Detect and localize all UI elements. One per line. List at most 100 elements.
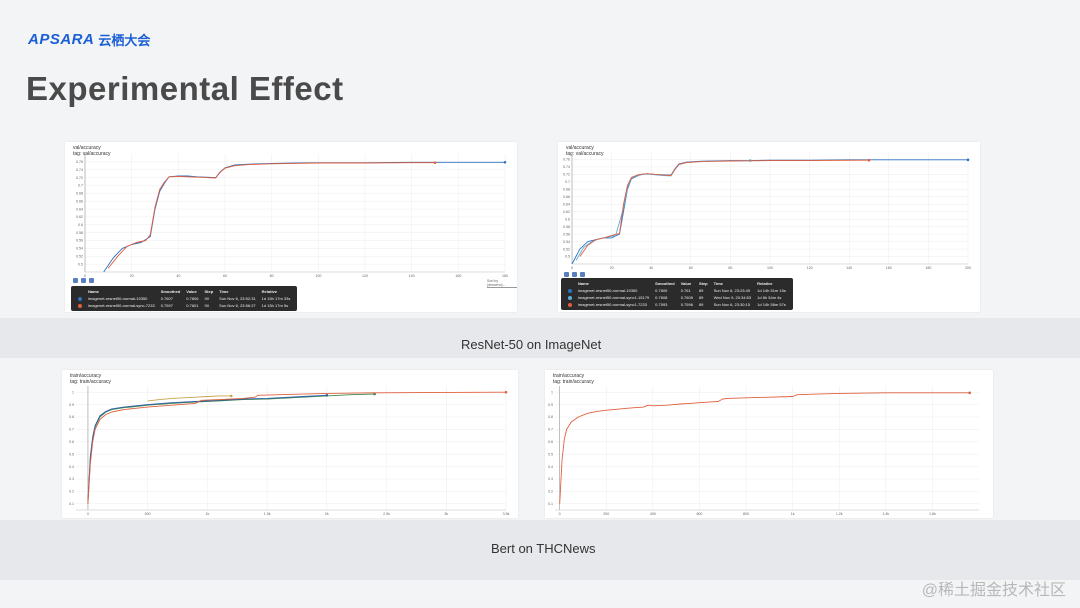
x-tick-label: 20: [610, 266, 614, 270]
watermark: @稀土掘金技术社区: [921, 582, 1066, 599]
x-tick-label: 1k: [791, 512, 795, 516]
series-end-marker: [373, 392, 376, 396]
y-tick-label: 0.6: [69, 440, 74, 444]
background-band: [0, 520, 1080, 580]
x-tick-label: 2k: [325, 512, 329, 516]
expand-icon[interactable]: [73, 278, 78, 283]
tooltip-header: Step: [204, 289, 214, 294]
chart-tooltip: Name Smoothed Value Step Time Relative imagene…: [561, 278, 793, 310]
x-tick-label: 60: [223, 274, 227, 278]
x-tick-label: 0: [84, 274, 86, 278]
y-tick-label: 1: [551, 390, 553, 394]
x-tick-label: 180: [502, 274, 508, 278]
series-line-run-2: [87, 394, 327, 502]
tooltip-time: Sun Nov 6, 23:23:49: [713, 288, 751, 293]
x-tick-label: 500: [145, 512, 151, 516]
fit-domain-icon[interactable]: [89, 278, 94, 283]
y-tick-label: 0.62: [563, 210, 570, 214]
series-line-run-4: [147, 395, 232, 402]
chart-svg: 0.1 0.2 0.3 0.4 0.5 0.6 0.7 0.8 0.9 1 0 200 400 600 80…: [548, 386, 979, 516]
tooltip-header: Relative: [757, 281, 773, 286]
y-tick-label: 0.7: [548, 428, 553, 432]
caption-resnet: ResNet-50 on ImageNet: [461, 337, 602, 352]
x-tick-label: 160: [886, 266, 892, 270]
series-color-icon: [568, 288, 572, 293]
x-tick-label: 600: [696, 512, 702, 516]
x-tick-label: 800: [743, 512, 749, 516]
x-tick-label: 0: [87, 512, 89, 516]
y-tick-label: 0.3: [548, 477, 553, 481]
tooltip-row: imagenet-resnet50-normal-sync1-7233 0.759…: [565, 301, 789, 308]
x-tick-label: 120: [807, 266, 813, 270]
y-tick-label: 0.2: [69, 490, 74, 494]
tooltip-value: 0.7596: [680, 302, 693, 307]
chart-toolbar[interactable]: [73, 278, 94, 283]
tooltip-name: imagenet-resnet50-normal-19350: [578, 288, 638, 293]
y-tick-label: 0.72: [563, 173, 570, 177]
series-end-marker: [968, 391, 971, 395]
expand-icon[interactable]: [564, 272, 569, 277]
log-scale-icon[interactable]: [81, 278, 86, 283]
tooltip-row: imagenet-resnet50-normal-19350 0.7607 0.76…: [75, 295, 293, 302]
chart-toolbar[interactable]: [564, 272, 585, 277]
tooltip-smoothed: 0.7607: [160, 296, 173, 301]
log-scale-icon[interactable]: [572, 272, 577, 277]
y-tick-label: 0.66: [76, 199, 83, 203]
tooltip-header: Time: [713, 281, 723, 286]
y-tick-label: 0.7: [78, 184, 83, 188]
tooltip-time: Sun Nov 6, 23:30:15: [713, 302, 751, 307]
tooltip-header: Value: [186, 289, 197, 294]
y-tick-label: 0.9: [548, 403, 553, 407]
y-tick-label: 0.74: [76, 168, 83, 172]
tooltip-name: imagenet-resnet50-normal-sync1-15179: [578, 295, 650, 300]
tooltip-header: Relative: [261, 289, 277, 294]
tooltip-step: 89: [698, 302, 704, 307]
chart-svg: 0.5 0.52 0.54 0.56 0.58 0.6 0.62 0.64 0.66 0.68 0.…: [76, 154, 508, 278]
y-tick-label: 0.76: [563, 158, 570, 162]
logo-cn-text: 云栖大会: [98, 33, 151, 48]
tooltip-header: Value: [680, 281, 692, 286]
tooltip-step: 89: [698, 288, 704, 293]
x-tick-label: 1.4k: [882, 512, 889, 516]
chart-title: val/accuracy tag: val/accuracy: [566, 145, 604, 157]
chart-title: val/accuracy tag: val/accuracy: [73, 145, 111, 157]
series-end-marker: [503, 160, 507, 164]
y-tick-label: 0.3: [69, 477, 74, 481]
x-tick-label: 1.5k: [264, 512, 271, 516]
y-tick-label: 0.68: [76, 192, 83, 196]
tooltip-smoothed: 0.7593: [655, 302, 668, 307]
chart-panel-bert-1: train/accuracy tag: train/accuracy 0.1 0.2…: [62, 370, 518, 518]
y-tick-label: 0.54: [76, 247, 83, 251]
x-tick-label: 80: [270, 274, 274, 278]
x-tick-label: 60: [689, 266, 693, 270]
tooltip-value: 0.761: [680, 288, 691, 293]
x-tick-label: 1.6k: [929, 512, 936, 516]
tooltip-row: imagenet-resnet50-normal-sync1-15179 0.76…: [565, 294, 789, 301]
series-line-imagenet-resnet50-normal-sync-7233: [579, 159, 870, 257]
y-tick-label: 0.56: [563, 232, 570, 236]
series-color-icon: [78, 296, 82, 301]
series-line-imagenet-resnet50-normal-sync1-15179: [575, 160, 751, 261]
y-tick-label: 0.6: [565, 217, 570, 221]
y-tick-label: 0.76: [76, 160, 83, 164]
y-tick-label: 0.7: [69, 428, 74, 432]
series-end-marker: [433, 161, 437, 164]
tooltip-step: 89: [698, 295, 704, 300]
y-tick-label: 0.1: [69, 502, 74, 506]
y-tick-label: 0.5: [78, 262, 83, 266]
tooltip-time: Sun Nov 6, 23:56:27: [219, 303, 256, 308]
y-tick-label: 1: [72, 390, 74, 394]
y-tick-label: 0.58: [563, 225, 570, 229]
chart-svg: 0.1 0.2 0.3 0.4 0.5 0.6 0.7 0.8 0.9 1 0 500 1k 1.5k 2k…: [69, 386, 510, 516]
logo-brand: APSARA: [28, 31, 95, 48]
x-tick-label: 140: [409, 274, 415, 278]
tooltip-step: 90: [204, 296, 209, 301]
y-tick-label: 0.52: [563, 247, 570, 251]
x-tick-label: 40: [176, 274, 180, 278]
fit-domain-icon[interactable]: [580, 272, 585, 277]
sort-select[interactable]: Sort by (descend)...: [487, 279, 517, 288]
x-tick-label: 3.5k: [503, 512, 510, 516]
chart-panel-resnet-2: val/accuracy tag: val/accuracy 0.5 0.52 0.5…: [558, 142, 980, 312]
caption-bert: Bert on THCNews: [491, 541, 596, 556]
y-tick-label: 0.8: [548, 415, 553, 419]
